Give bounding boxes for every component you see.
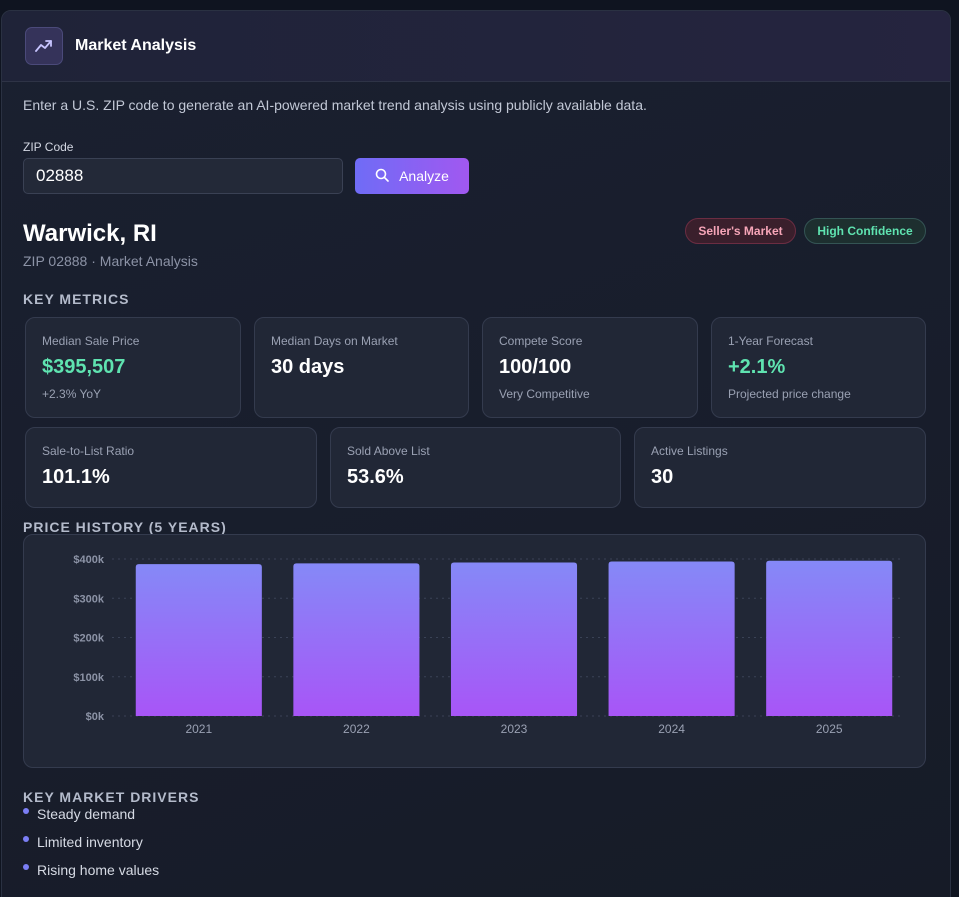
metric-value: +2.1% <box>728 356 786 378</box>
search-icon <box>375 168 389 185</box>
metric-label: Sale-to-List Ratio <box>42 444 135 458</box>
section-title-history: PRICE HISTORY (5 YEARS) <box>23 519 227 535</box>
analyze-label: Analyze <box>399 168 449 184</box>
metric-value: 53.6% <box>347 466 404 488</box>
chart-bar-2025 <box>766 560 893 716</box>
confidence-badge: High Confidence <box>804 218 926 244</box>
metric-value: 100/100 <box>499 356 572 378</box>
market-badge: Seller's Market <box>685 218 796 244</box>
metric-label: Active Listings <box>651 444 728 458</box>
y-tick-label: $0k <box>86 711 105 723</box>
metric-sub: Projected price change <box>728 387 851 401</box>
metric-card-forecast: 1-Year Forecast +2.1% Projected price ch… <box>711 317 926 418</box>
list-item: Limited inventory <box>23 834 159 862</box>
driver-text: Limited inventory <box>37 834 143 850</box>
section-title-metrics: KEY METRICS <box>23 291 130 307</box>
price-history-svg: $0k $100k $200k $300k $400k 2021 2022 2023 2024 2… <box>73 554 900 736</box>
y-tick-label: $100k <box>73 672 104 684</box>
bullet-icon <box>23 808 29 814</box>
intro-text: Enter a U.S. ZIP code to generate an AI-… <box>23 97 647 113</box>
chart-bar-2024 <box>608 561 735 716</box>
metric-label: Median Sale Price <box>42 334 140 348</box>
metric-card-active-listings: Active Listings 30 <box>634 427 926 508</box>
y-tick-label: $300k <box>73 593 104 605</box>
metric-label: Sold Above List <box>347 444 430 458</box>
bullet-icon <box>23 836 29 842</box>
section-title-drivers: KEY MARKET DRIVERS <box>23 789 200 805</box>
city-subtitle: ZIP 02888 · Market Analysis <box>23 253 198 269</box>
chart-bar-2022 <box>293 563 420 716</box>
metric-value: $395,507 <box>42 356 126 378</box>
zip-label: ZIP Code <box>23 140 74 154</box>
panel-header: Market Analysis <box>2 11 950 82</box>
metric-card-sold-above-list: Sold Above List 53.6% <box>330 427 621 508</box>
x-tick-label: 2023 <box>501 722 528 736</box>
city-title: Warwick, RI <box>23 220 157 247</box>
zip-input[interactable] <box>23 158 343 194</box>
x-tick-label: 2024 <box>658 722 685 736</box>
driver-text: Steady demand <box>37 806 136 822</box>
driver-text: Rising home values <box>37 862 160 878</box>
metric-value: 30 <box>651 466 674 488</box>
list-item: Steady demand <box>23 806 159 834</box>
trending-up-icon <box>25 27 63 65</box>
y-tick-label: $400k <box>73 554 104 566</box>
metric-label: 1-Year Forecast <box>728 334 813 348</box>
metric-sub: +2.3% YoY <box>42 387 102 401</box>
metric-card-sale-to-list: Sale-to-List Ratio 101.1% <box>25 427 317 508</box>
metric-value: 101.1% <box>42 466 110 488</box>
metric-card-compete-score: Compete Score 100/100 Very Competitive <box>482 317 698 418</box>
x-tick-label: 2021 <box>185 722 212 736</box>
metric-card-median-days: Median Days on Market 30 days <box>254 317 469 418</box>
market-drivers-list: Steady demand Limited inventory Rising h… <box>23 806 159 890</box>
metric-value: 30 days <box>271 356 345 378</box>
metric-sub: Very Competitive <box>499 387 590 401</box>
metric-label: Median Days on Market <box>271 334 398 348</box>
metric-label: Compete Score <box>499 334 583 348</box>
chart-bar-2021 <box>135 564 262 716</box>
y-tick-label: $200k <box>73 633 104 645</box>
bullet-icon <box>23 864 29 870</box>
panel-title: Market Analysis <box>75 37 197 54</box>
chart-bar-2023 <box>450 562 578 716</box>
list-item: Rising home values <box>23 862 159 890</box>
x-tick-label: 2022 <box>343 722 370 736</box>
x-tick-label: 2025 <box>816 722 843 736</box>
price-history-chart: $0k $100k $200k $300k $400k 2021 2022 2023 2024 2… <box>23 534 926 768</box>
analyze-button[interactable]: Analyze <box>355 158 469 194</box>
metric-card-median-sale-price: Median Sale Price $395,507 +2.3% YoY <box>25 317 241 418</box>
